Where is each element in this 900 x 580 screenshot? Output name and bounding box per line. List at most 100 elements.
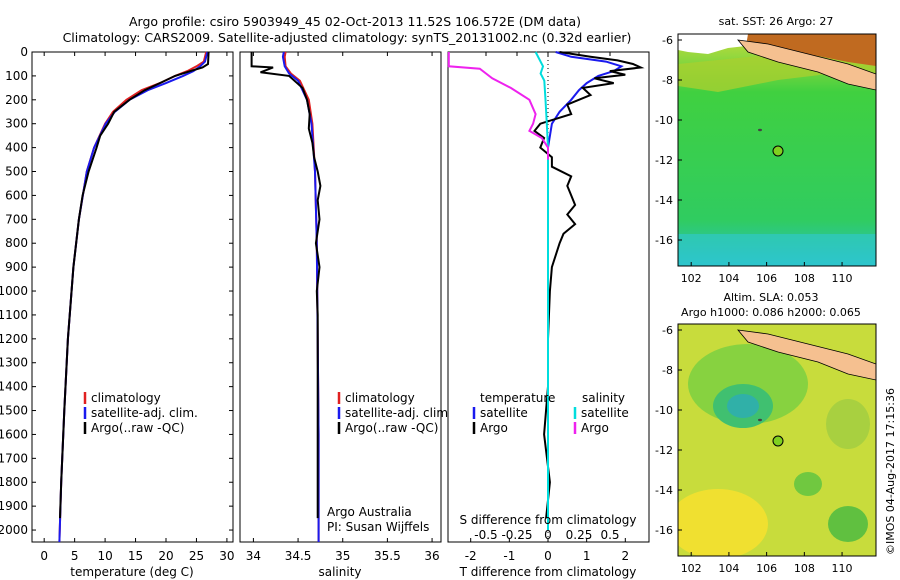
difference-s-tick-label: 0.25: [566, 528, 593, 542]
difference-legend: temperature satellite Argo salinity sate…: [472, 391, 629, 435]
sla-high-patch: [678, 489, 768, 556]
depth-tick-label: 1400: [0, 380, 28, 394]
sst-map-title: sat. SST: 26 Argo: 27: [719, 15, 834, 28]
lat-tick-label: -14: [655, 484, 673, 497]
difference-line-t-argo: [533, 51, 645, 519]
difference-x-axis: -2 -1 0 1 2 -0.5 -0.25 0 0.25 0.5: [465, 52, 629, 563]
lat-tick-label: -16: [655, 524, 673, 537]
float-location-marker: [772, 145, 784, 157]
depth-tick-label: 700: [5, 212, 28, 226]
depth-tick-label: 200: [5, 93, 28, 107]
sst-map-lat-axis: -6 -8 -10 -12 -14 -16: [655, 34, 682, 247]
temperature-x-tick-label: 25: [189, 549, 204, 563]
difference-t-tick-label: 1: [583, 549, 591, 563]
depth-tick-label: 800: [5, 236, 28, 250]
difference-t-tick-label: -1: [503, 549, 515, 563]
sla-map-title-2: Argo h1000: 0.086 h2000: 0.065: [681, 306, 861, 319]
difference-line-s-satellite: [534, 51, 549, 530]
sst-cool-band: [678, 234, 876, 266]
legend-label-climatology: climatology: [91, 391, 161, 405]
sst-map: sat. SST: 26 Argo: 27 -6 -8 -10 -12 -14 -16 1…: [655, 15, 877, 285]
depth-tick-label: 0: [20, 45, 28, 59]
salinity-axes: [239, 51, 442, 543]
salinity-x-tick-label: 34: [246, 549, 261, 563]
sla-map-plot: [678, 324, 876, 556]
depth-tick-label: 1900: [0, 499, 28, 513]
java-coast: [737, 329, 876, 381]
legend-label-t-satellite: satellite: [480, 406, 528, 420]
depth-tick-label: 1500: [0, 404, 28, 418]
lat-tick-label: -10: [655, 114, 673, 127]
lon-tick-label: 104: [718, 562, 739, 575]
depth-tick-label: 1200: [0, 332, 28, 346]
lon-tick-label: 102: [681, 272, 702, 285]
difference-s-tick-label: 0.5: [600, 528, 619, 542]
salinity-x-axis: 34 34.5 35 35.5 36: [246, 52, 440, 563]
difference-t-tick-label: 0: [544, 549, 552, 563]
lon-tick-label: 102: [681, 562, 702, 575]
sla-green-patch-se: [828, 506, 868, 542]
island-marker: [758, 128, 762, 132]
sla-map-lat-axis: -6 -8 -10 -12 -14 -16: [655, 324, 682, 537]
depth-tick-label: 600: [5, 188, 28, 202]
sla-map-lon-axis: 102 104 106 108 110: [681, 552, 853, 575]
depth-tick-label: 2000: [0, 523, 28, 537]
legend-title-temperature: temperature: [480, 391, 555, 405]
lon-tick-label: 110: [832, 562, 853, 575]
temperature-legend: climatology satellite-adj. clim. Argo(..…: [83, 391, 198, 435]
sla-map-title-1: Altim. SLA: 0.053: [723, 291, 818, 304]
island-marker: [758, 418, 762, 422]
lat-tick-label: -12: [655, 444, 673, 457]
legend-label-satellite: satellite-adj. clim.: [91, 406, 198, 420]
temperature-series: [58, 51, 210, 543]
header-line-1: Argo profile: csiro 5903949_45 02-Oct-20…: [129, 14, 581, 29]
temperature-x-label: temperature (deg C): [70, 565, 193, 579]
legend-title-salinity: salinity: [582, 391, 625, 405]
difference-s-tick-label: -0.25: [501, 528, 532, 542]
depth-tick-label: 100: [5, 69, 28, 83]
lat-tick-label: -6: [662, 324, 673, 337]
sst-map-plot: [678, 34, 876, 266]
depth-tick-label: 1100: [0, 308, 28, 322]
t-difference-label: T difference from climatology: [459, 565, 637, 579]
difference-series: [447, 51, 645, 530]
salinity-x-label: salinity: [318, 565, 361, 579]
temperature-x-tick-label: 10: [97, 549, 112, 563]
depth-tick-label: 1000: [0, 284, 28, 298]
sla-north-edge: [718, 324, 876, 334]
annotation-institution: Argo Australia: [327, 505, 412, 519]
depth-tick-label: 900: [5, 260, 28, 274]
depth-tick-label: 400: [5, 141, 28, 155]
depth-tick-label: 1300: [0, 356, 28, 370]
lat-tick-label: -10: [655, 404, 673, 417]
sla-low-core: [727, 394, 759, 418]
salinity-series: [250, 51, 322, 542]
difference-s-tick-label: 0: [544, 528, 552, 542]
sst-masked-area: [678, 34, 748, 54]
temperature-axes: [31, 51, 234, 543]
temperature-panel: 0100200300400500600700800900100011001200…: [0, 45, 649, 579]
depth-tick-label: 300: [5, 117, 28, 131]
java-coast: [737, 39, 876, 91]
sla-green-patch-e: [826, 399, 870, 449]
sst-map-lon-axis: 102 104 106 108 110: [681, 262, 853, 285]
salinity-line-argoraw: [250, 52, 322, 519]
temperature-x-tick-label: 0: [40, 549, 48, 563]
lon-tick-label: 106: [756, 272, 777, 285]
legend-label-satellite: satellite-adj. clim.: [345, 406, 452, 420]
temperature-x-tick-label: 20: [158, 549, 173, 563]
temperature-x-axis: 0 5 10 15 20 25 30: [40, 52, 235, 563]
legend-label-argo: Argo(..raw -QC): [345, 421, 438, 435]
lon-tick-label: 106: [756, 562, 777, 575]
lat-tick-label: -8: [662, 364, 673, 377]
legend-label-t-argo: Argo: [480, 421, 508, 435]
depth-tick-label: 1700: [0, 451, 28, 465]
temperature-x-tick-label: 30: [219, 549, 234, 563]
difference-panel: -2 -1 0 1 2 -0.5 -0.25 0 0.25 0.5 temperature sat…: [447, 51, 650, 579]
temperature-x-tick-label: 5: [71, 549, 79, 563]
depth-tick-label: 1600: [0, 427, 28, 441]
sla-green-patch-s: [794, 472, 822, 496]
salinity-legend: climatology satellite-adj. clim. Argo(..…: [337, 391, 452, 435]
lat-tick-label: -12: [655, 154, 673, 167]
s-difference-label: S difference from climatology: [460, 513, 637, 527]
